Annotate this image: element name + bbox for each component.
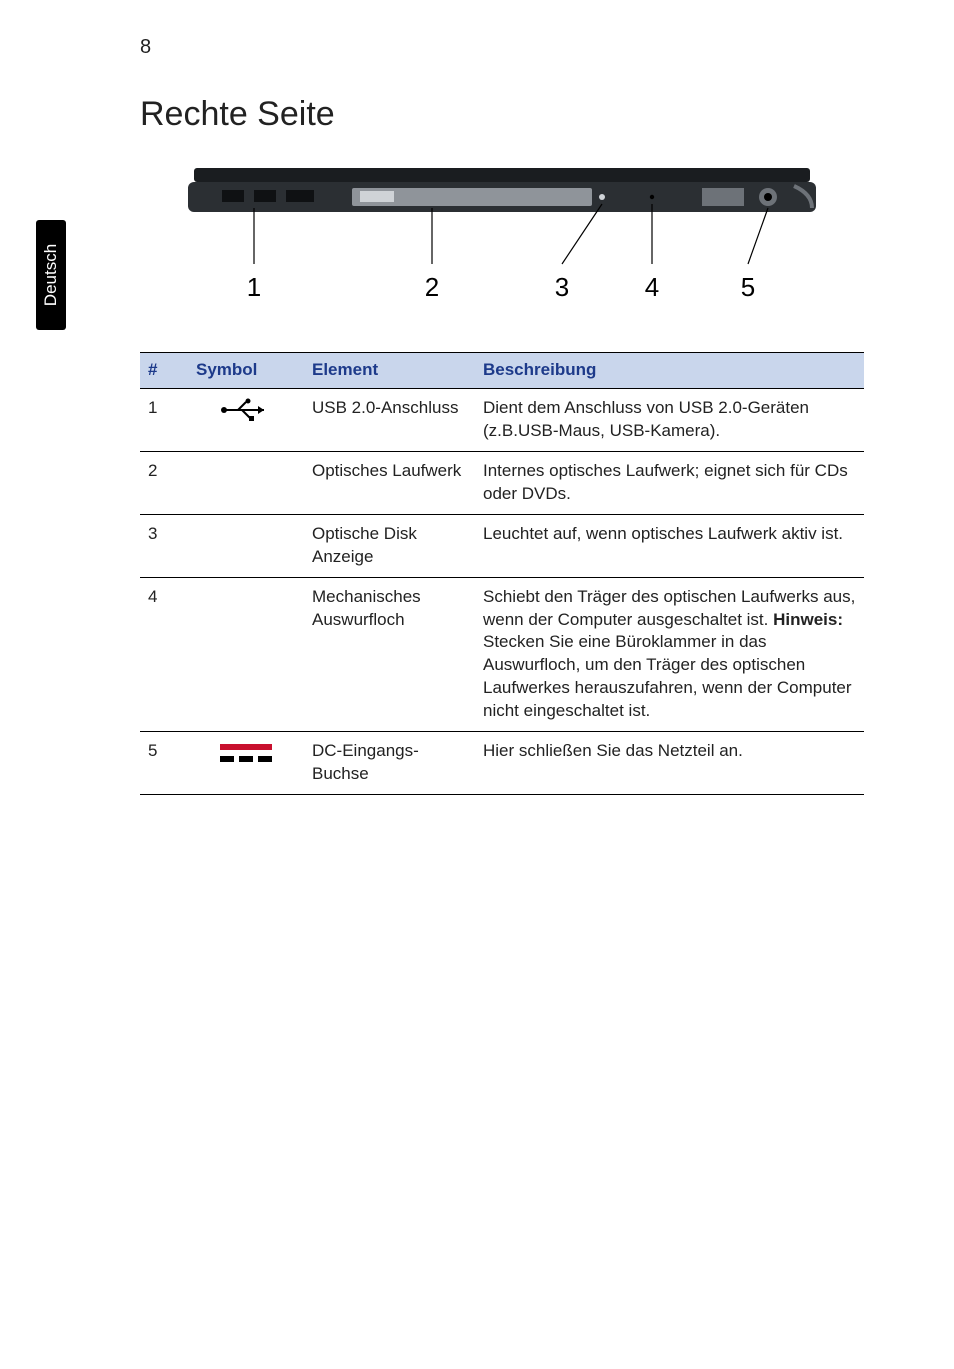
row-symbol (188, 451, 304, 514)
spec-table: # Symbol Element Beschreibung 1 USB 2.0-… (140, 352, 864, 795)
language-tab: Deutsch (36, 220, 66, 330)
page: 8 Deutsch Rechte Seite (0, 0, 954, 1369)
table-row: 3 Optische Disk AnzeigeLeuchtet auf, wenn… (140, 514, 864, 577)
page-number: 8 (140, 36, 151, 59)
table-row: 5 DC-Eingangs-BuchseHier schließen Sie d… (140, 732, 864, 795)
col-symbol: Symbol (188, 353, 304, 389)
row-num: 5 (140, 732, 188, 795)
col-desc: Beschreibung (475, 353, 864, 389)
row-element: DC-Eingangs-Buchse (304, 732, 475, 795)
spec-table-body: 1 USB 2.0-AnschlussDient dem Anschluss v… (140, 388, 864, 794)
svg-text:2: 2 (425, 272, 439, 302)
row-desc: Schiebt den Träger des optischen Laufwer… (475, 577, 864, 732)
callout-numbers: 1 2 3 4 5 (247, 272, 755, 302)
laptop-lid (194, 168, 810, 182)
row-element: USB 2.0-Anschluss (304, 388, 475, 451)
row-symbol (188, 577, 304, 732)
row-num: 4 (140, 577, 188, 732)
col-num: # (140, 353, 188, 389)
row-symbol (188, 732, 304, 795)
col-element: Element (304, 353, 475, 389)
eject-hole (650, 195, 654, 199)
row-num: 2 (140, 451, 188, 514)
row-element: Optische Disk Anzeige (304, 514, 475, 577)
usb-port-3 (286, 190, 314, 202)
dc-jack-inner (764, 193, 772, 201)
table-row: 1 USB 2.0-AnschlussDient dem Anschluss v… (140, 388, 864, 451)
row-desc: Internes optisches Laufwerk; eignet sich… (475, 451, 864, 514)
page-title: Rechte Seite (140, 95, 864, 134)
svg-text:1: 1 (247, 272, 261, 302)
row-element: Optisches Laufwerk (304, 451, 475, 514)
table-row: 2 Optisches LaufwerkInternes optisches La… (140, 451, 864, 514)
row-symbol (188, 514, 304, 577)
row-symbol (188, 388, 304, 451)
svg-text:3: 3 (555, 272, 569, 302)
optical-drive-label (360, 191, 394, 202)
usb-port-2 (254, 190, 276, 202)
optical-indicator (599, 194, 605, 200)
svg-text:4: 4 (645, 272, 659, 302)
row-num: 3 (140, 514, 188, 577)
right-side-diagram: 1 2 3 4 5 (182, 164, 822, 324)
table-row: 4 Mechanisches AuswurflochSchiebt den Trä… (140, 577, 864, 732)
svg-text:5: 5 (741, 272, 755, 302)
language-tab-label: Deutsch (41, 244, 61, 306)
row-element: Mechanisches Auswurfloch (304, 577, 475, 732)
row-desc: Dient dem Anschluss von USB 2.0-Geräten … (475, 388, 864, 451)
spec-table-head: # Symbol Element Beschreibung (140, 353, 864, 389)
usb-port-1 (222, 190, 244, 202)
row-desc: Hier schließen Sie das Netzteil an. (475, 732, 864, 795)
row-num: 1 (140, 388, 188, 451)
callout-lines (254, 204, 768, 264)
row-desc: Leuchtet auf, wenn optisches Laufwerk ak… (475, 514, 864, 577)
vent (702, 188, 744, 206)
